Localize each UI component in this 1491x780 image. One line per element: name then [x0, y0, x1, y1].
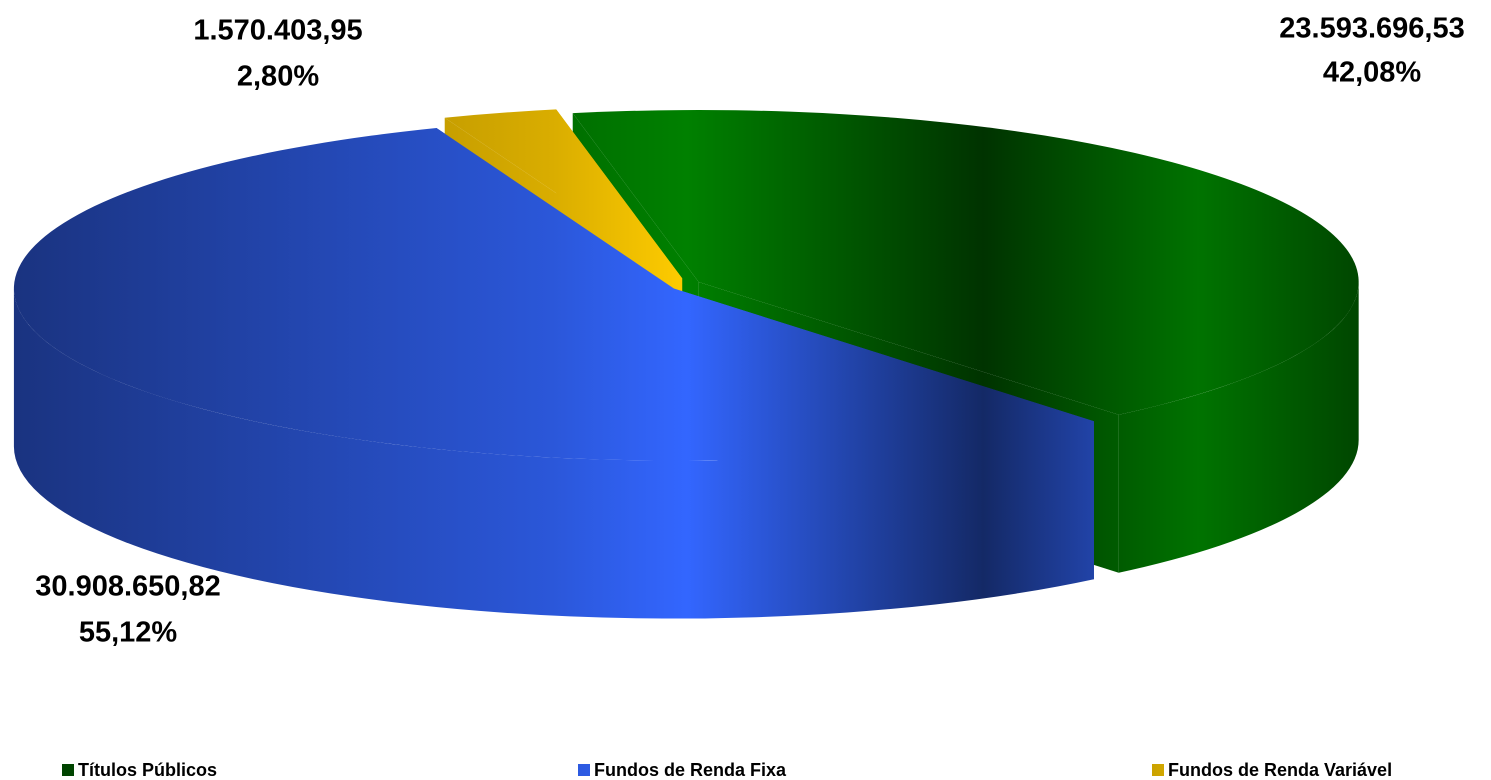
- legend-label: Fundos de Renda Variável: [1168, 760, 1392, 780]
- value-label: 23.593.696,53: [1279, 13, 1464, 45]
- legend-swatch: [62, 764, 74, 776]
- percent-label: 42,08%: [1323, 57, 1422, 89]
- slice: [572, 110, 1359, 415]
- pie: [13, 109, 1359, 619]
- percent-label: 55,12%: [79, 617, 178, 649]
- value-label: 30.908.650,82: [35, 571, 220, 603]
- value-label: 1.570.403,95: [193, 15, 362, 47]
- slice: [13, 128, 1094, 461]
- slice: [444, 109, 683, 279]
- slice-wall: [13, 288, 1094, 619]
- legend-label: Fundos de Renda Fixa: [594, 760, 787, 780]
- legend-swatch: [1152, 764, 1164, 776]
- slice-wall: [1118, 282, 1359, 573]
- legend-label: Títulos Públicos: [78, 760, 217, 780]
- legend: Títulos Públicos Fundos de Renda Fixa Fund…: [62, 760, 1392, 780]
- percent-label: 2,80%: [237, 61, 319, 93]
- legend-swatch: [578, 764, 590, 776]
